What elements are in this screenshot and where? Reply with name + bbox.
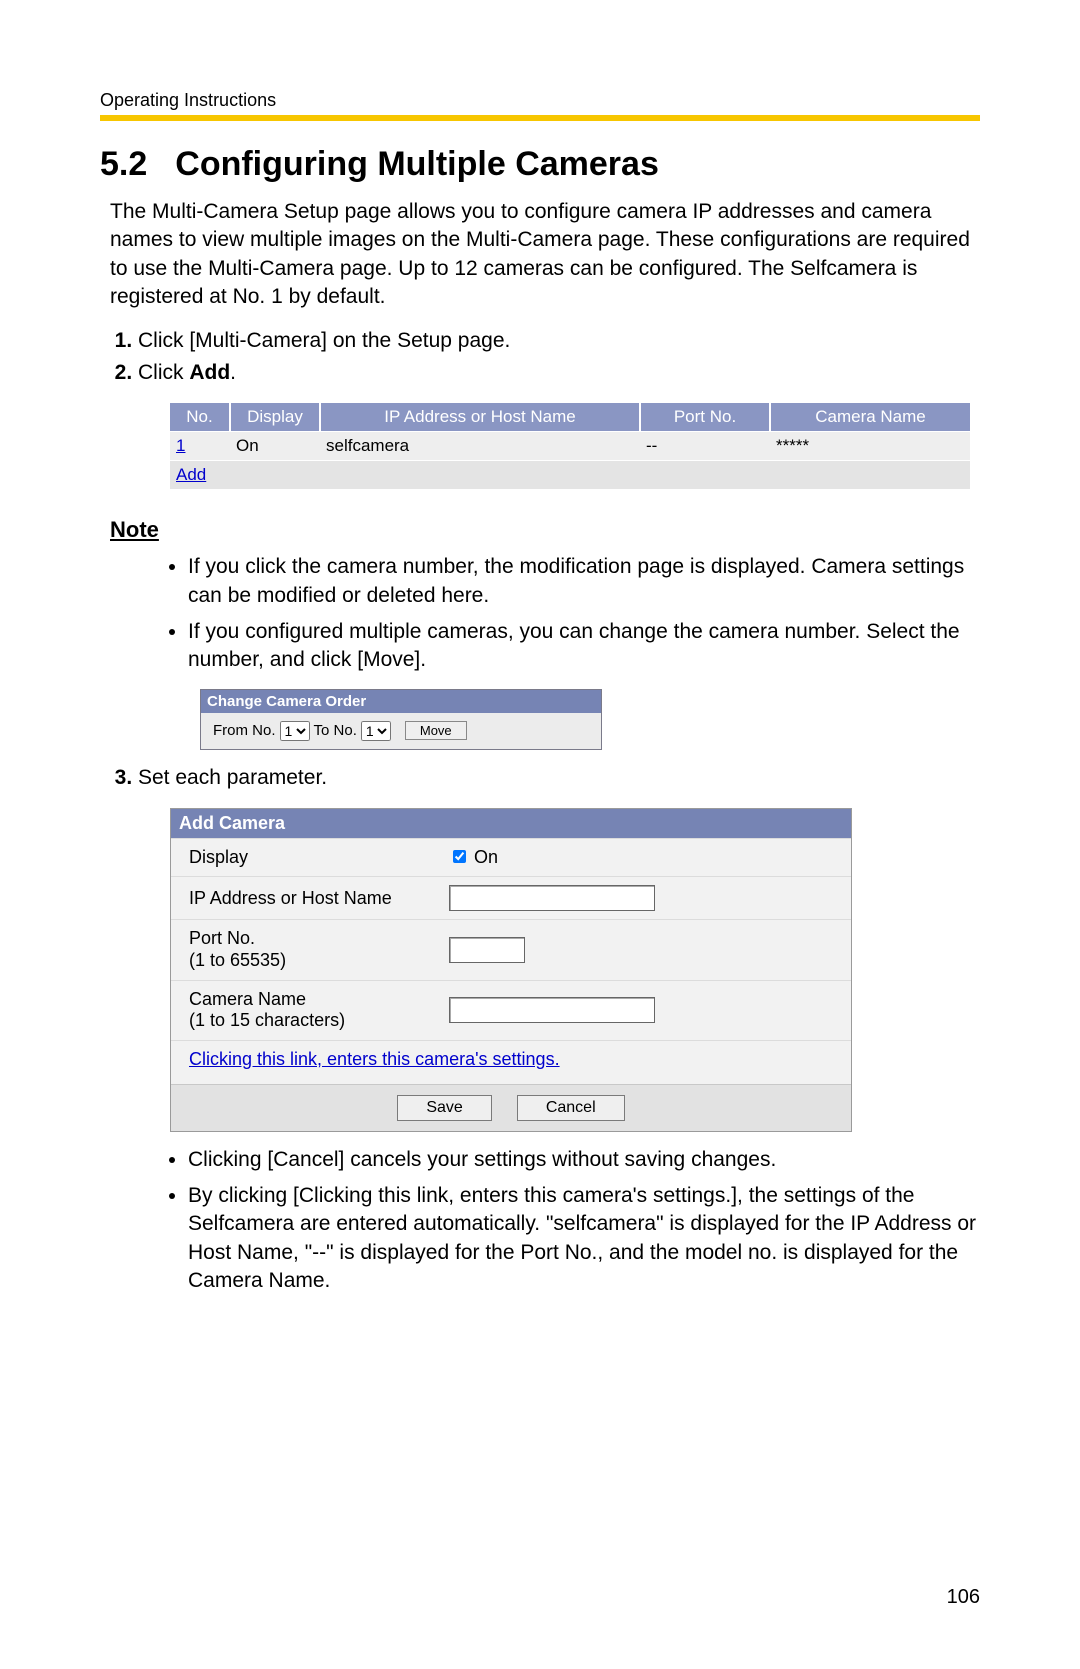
add-camera-panel: Add Camera Display On IP Address or Host… [170,808,852,1132]
steps-list: Click [Multi-Camera] on the Setup page. … [110,329,980,385]
section-heading-text: Configuring Multiple Cameras [175,145,659,183]
camera-name-label: Camera Name (1 to 15 characters) [189,989,449,1032]
intro-paragraph: The Multi-Camera Setup page allows you t… [110,198,980,311]
col-ip: IP Address or Host Name [320,403,640,432]
post-bullet-2: By clicking [Clicking this link, enters … [188,1182,980,1295]
row-port: Port No. (1 to 65535) [171,919,851,979]
step-2: Click Add. [138,361,980,385]
step-2-suffix: . [230,361,236,384]
self-settings-link[interactable]: Clicking this link, enters this camera's… [189,1049,560,1069]
col-no: No. [170,403,230,432]
camera-table: No. Display IP Address or Host Name Port… [170,403,970,489]
note-bullet-2: If you configured multiple cameras, you … [188,618,980,675]
change-order-body: From No. 1 To No. 1 Move [201,713,601,749]
ip-input[interactable] [449,885,655,911]
ip-label: IP Address or Host Name [189,888,449,910]
display-on-checkbox[interactable] [453,850,466,863]
col-display: Display [230,403,320,432]
row-camera-name: Camera Name (1 to 15 characters) [171,980,851,1040]
to-label: To No. [314,722,357,739]
add-camera-body: Display On IP Address or Host Name Port … [171,838,851,1084]
row-ip: IP Address or Host Name [171,876,851,919]
col-port: Port No. [640,403,770,432]
step-1: Click [Multi-Camera] on the Setup page. [138,329,980,353]
on-label: On [474,847,498,867]
camera-table-add-row: Add [170,461,970,490]
page: Operating Instructions 5.2 Configuring Mu… [0,0,1080,1669]
header-label: Operating Instructions [100,90,980,111]
camera-table-row-1: 1 On selfcamera -- ***** [170,432,970,461]
add-camera-link[interactable]: Add [176,465,206,484]
note-bullet-1: If you click the camera number, the modi… [188,553,980,610]
post-bullet-1: Clicking [Cancel] cancels your settings … [188,1146,980,1174]
page-number: 106 [947,1586,980,1609]
camera-table-header-row: No. Display IP Address or Host Name Port… [170,403,970,432]
change-order-panel: Change Camera Order From No. 1 To No. 1 … [200,689,602,750]
post-bullets: Clicking [Cancel] cancels your settings … [160,1146,980,1296]
step-3: Set each parameter. [138,766,980,790]
cell-camera-name: ***** [770,432,970,461]
divider-rule [100,115,980,121]
camera-name-input[interactable] [449,997,655,1023]
save-button[interactable]: Save [397,1095,491,1121]
cell-port: -- [640,432,770,461]
camera-number-link[interactable]: 1 [176,436,185,455]
from-select[interactable]: 1 [280,721,310,741]
section-number: 5.2 [100,145,147,184]
step-2-prefix: Click [138,361,189,384]
step-2-bold: Add [189,361,230,384]
display-label: Display [189,847,449,869]
add-camera-footer: Save Cancel [171,1084,851,1131]
port-label: Port No. (1 to 65535) [189,928,449,971]
to-select[interactable]: 1 [361,721,391,741]
section-title: 5.2 Configuring Multiple Cameras [100,145,980,184]
move-button[interactable]: Move [405,721,467,740]
camera-table-container: No. Display IP Address or Host Name Port… [170,403,980,489]
col-camera-name: Camera Name [770,403,970,432]
add-camera-title: Add Camera [171,809,851,838]
cell-ip: selfcamera [320,432,640,461]
note-bullets: If you click the camera number, the modi… [160,553,980,674]
row-self-settings-link: Clicking this link, enters this camera's… [171,1040,851,1084]
change-order-title: Change Camera Order [201,690,601,713]
row-display: Display On [171,838,851,877]
port-input[interactable] [449,937,525,963]
cell-display: On [230,432,320,461]
steps-list-cont: Set each parameter. [110,766,980,790]
note-heading: Note [110,517,980,543]
from-label: From No. [213,722,276,739]
cancel-button[interactable]: Cancel [517,1095,625,1121]
